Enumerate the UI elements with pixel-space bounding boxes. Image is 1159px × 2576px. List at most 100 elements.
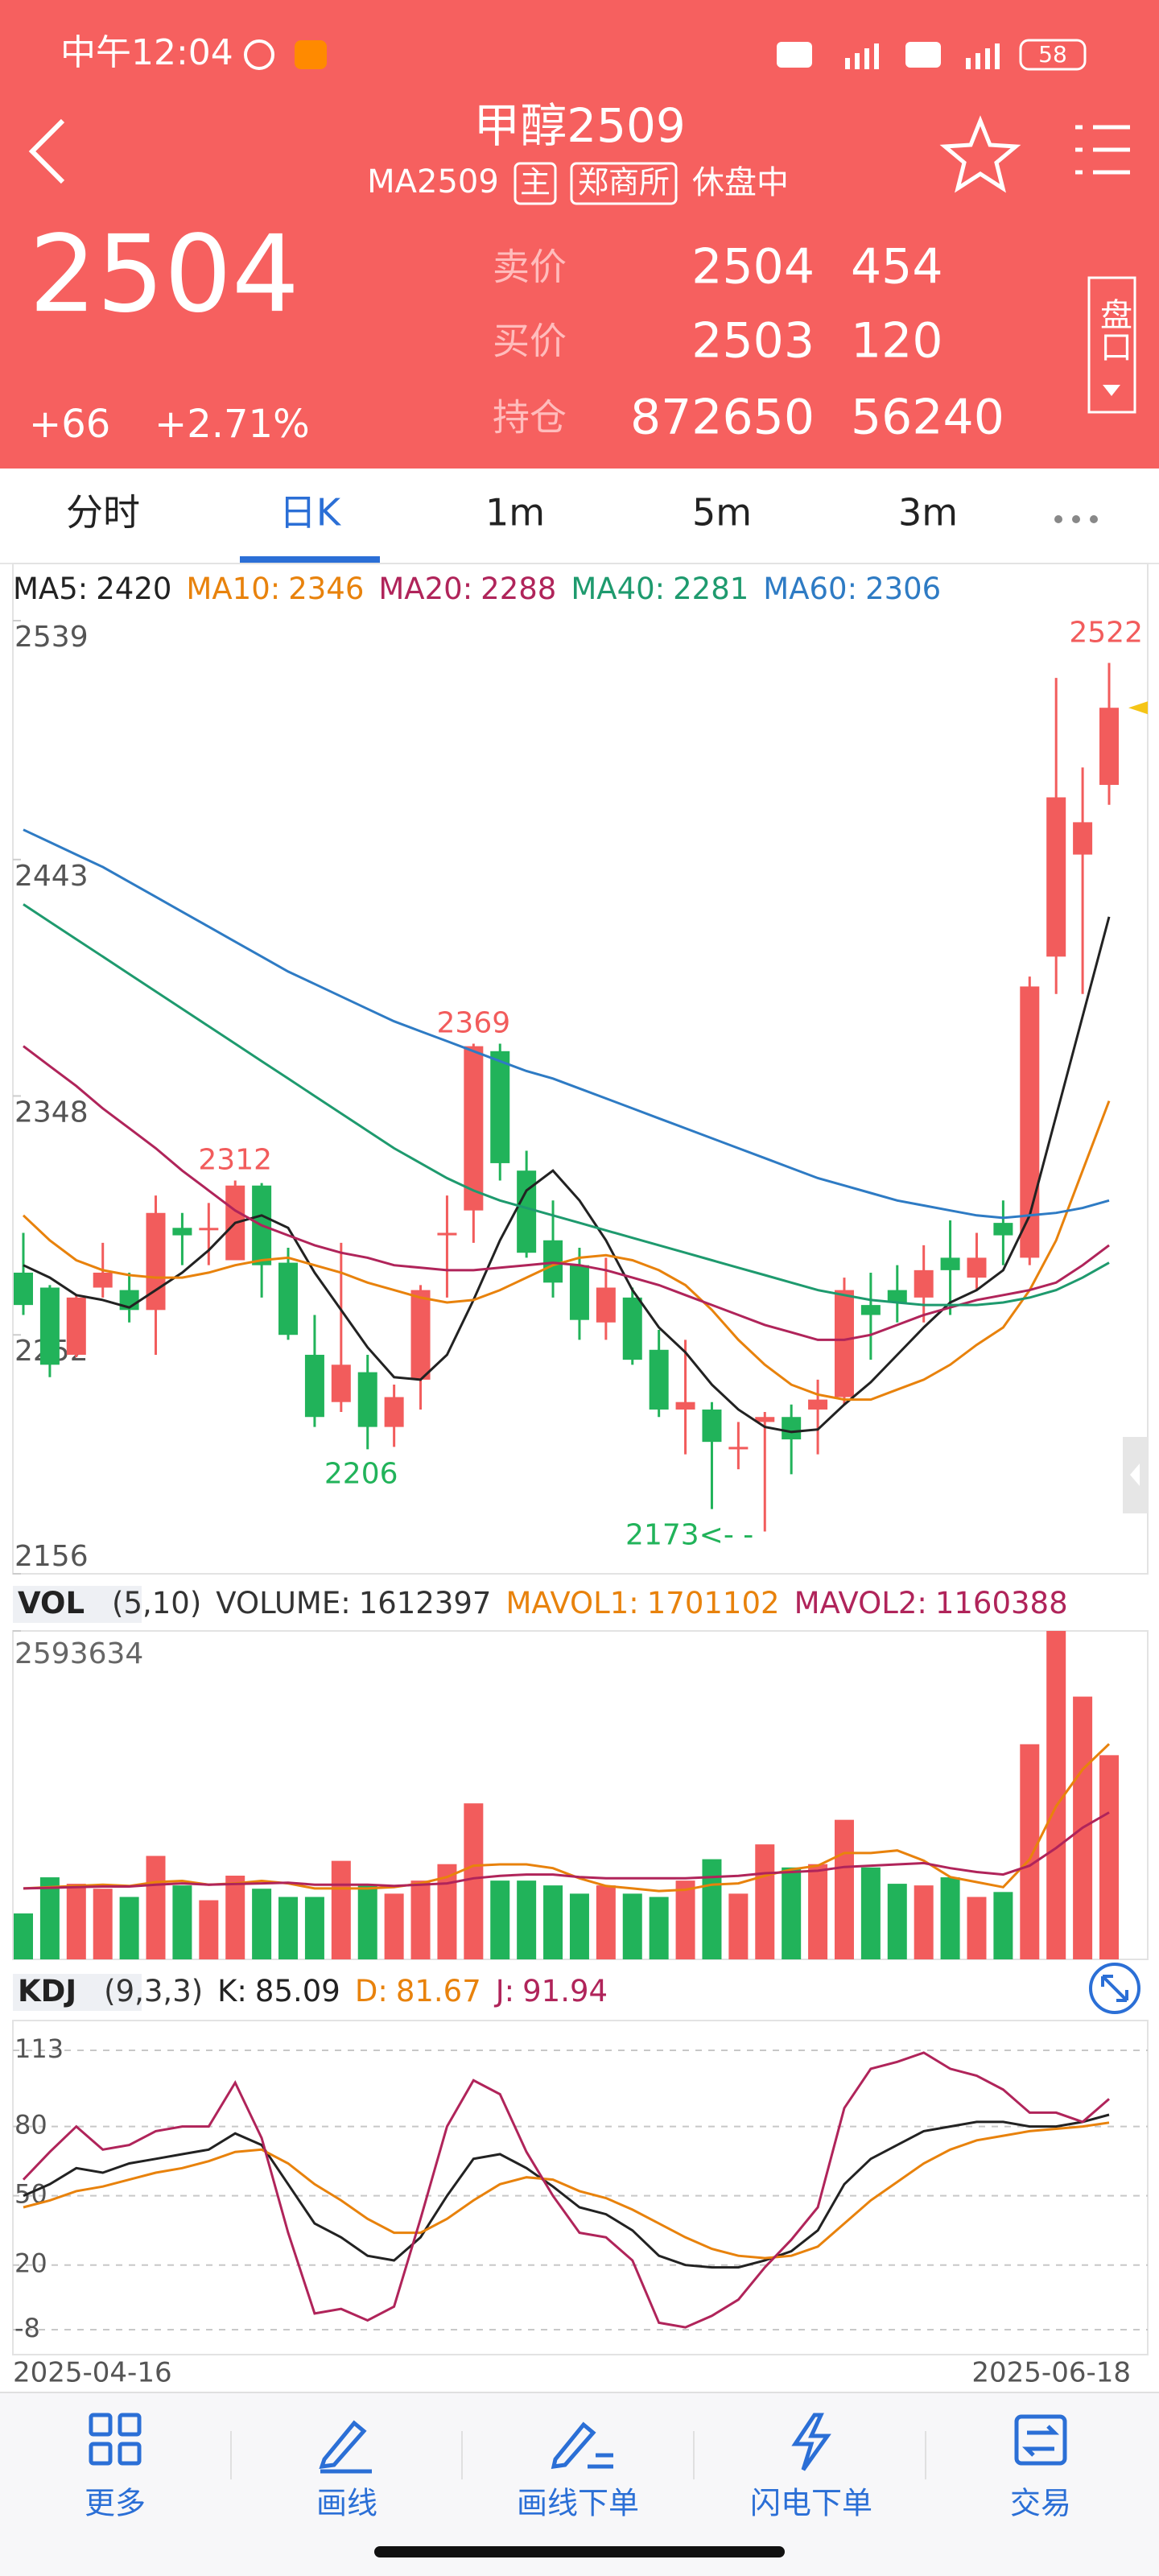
contract-code: MA2509: [367, 163, 499, 200]
volume-bar: [304, 1897, 324, 1959]
indicator-line: [23, 916, 1111, 1434]
nav-label[interactable]: 交易: [1010, 2486, 1071, 2521]
candle-body: [199, 1228, 219, 1231]
price-annotation: 2312: [198, 1144, 272, 1177]
quote-value: 454: [851, 239, 943, 295]
legend-name: MAVOL2:: [794, 1586, 927, 1620]
candle-body: [860, 1305, 881, 1315]
candle-body: [437, 1232, 457, 1236]
quote-value: 872650: [630, 390, 815, 446]
vol-title-bg: [13, 1586, 142, 1623]
y-tick-label: 113: [14, 2033, 64, 2064]
volume-bar: [808, 1864, 828, 1959]
depth-label: 盘口: [1095, 298, 1132, 362]
nav-label[interactable]: 画线: [316, 2486, 377, 2521]
kdj-panel: [12, 2020, 1149, 2355]
indicator-line: [23, 1045, 1110, 1341]
legend-name: J:: [494, 1974, 514, 2008]
last-price-marker: [1128, 701, 1148, 715]
candle-body: [834, 1290, 854, 1397]
volume-bar: [410, 1880, 431, 1959]
legend-value: 81.67: [396, 1974, 481, 2008]
volume-bar: [199, 1900, 219, 1959]
candle-body: [993, 1223, 1013, 1236]
volume-bar: [834, 1819, 854, 1959]
volume-bar: [543, 1885, 563, 1959]
volume-bar: [517, 1880, 537, 1959]
tab[interactable]: 1m: [485, 491, 545, 535]
volume-bar: [649, 1897, 669, 1959]
price-annotation: 2369: [437, 1007, 511, 1040]
quote-label: 卖价: [493, 246, 567, 289]
candle-body: [967, 1257, 987, 1278]
nav-label[interactable]: 更多: [85, 2486, 146, 2521]
candle-body: [331, 1364, 351, 1402]
quote-value: 56240: [851, 390, 1004, 446]
candle-body: [914, 1269, 934, 1298]
price-annotation: 2173<- -: [625, 1518, 753, 1551]
legend-value: 2288: [481, 572, 556, 606]
nav-icons: [89, 2413, 1067, 2474]
candle-body: [1099, 708, 1119, 786]
panel-params: (9,3,3): [104, 1974, 203, 2008]
nav-labels: 更多 画线 画线下单 闪电下单 交易: [85, 2486, 1071, 2521]
signal-bars: [845, 42, 1000, 69]
candle-body: [782, 1417, 802, 1440]
legend-name: MA20:: [378, 572, 472, 606]
volume-bar: [384, 1893, 404, 1959]
candle-body: [728, 1447, 749, 1450]
tab[interactable]: 5m: [692, 491, 752, 535]
legend-value: 2281: [673, 572, 749, 606]
favorite-button[interactable]: [939, 115, 1021, 193]
volume-bar: [437, 1864, 457, 1959]
volume-bar: [490, 1880, 510, 1959]
indicator-line: [23, 828, 1110, 1220]
tab[interactable]: 日K: [279, 491, 342, 535]
volume-bar: [172, 1885, 192, 1959]
price-annotation: 2206: [324, 1457, 398, 1490]
tab-underline: [240, 556, 380, 564]
volume-bar: [728, 1893, 749, 1959]
back-button[interactable]: [28, 118, 65, 184]
legend-value: 91.94: [522, 1974, 608, 2008]
battery: [1019, 39, 1087, 71]
more-tabs[interactable]: [1054, 515, 1098, 523]
candle-body: [39, 1287, 60, 1365]
volume-bar: [993, 1892, 1013, 1959]
candle-body: [490, 1051, 510, 1163]
y-tick-label: 2593634: [14, 1637, 143, 1670]
indicator-line: [23, 2121, 1110, 2260]
expand-button[interactable]: [1089, 1963, 1140, 2014]
volume-bar: [331, 1860, 351, 1959]
x-tick-label: 2025-04-16: [13, 2357, 172, 2389]
main-panel: [12, 563, 1149, 1575]
volume-bar: [252, 1889, 272, 1959]
indicator-line: [23, 903, 1110, 1307]
nav-label[interactable]: 闪电下单: [750, 2486, 872, 2521]
volume-bar: [464, 1803, 484, 1959]
volume-bar: [357, 1885, 377, 1959]
legend-value: 2420: [96, 572, 171, 606]
nav-label[interactable]: 画线下单: [517, 2486, 639, 2521]
candle-body: [1073, 822, 1093, 855]
volume-bar: [967, 1897, 987, 1959]
legend-value: 85.09: [255, 1974, 340, 2008]
legend-value: 1701102: [647, 1586, 780, 1620]
menu-button[interactable]: [1075, 125, 1130, 175]
candle-body: [410, 1290, 431, 1380]
volume-bar: [1020, 1744, 1040, 1959]
tab[interactable]: 3m: [898, 491, 958, 535]
header-bg: [0, 0, 1159, 469]
quote-value: 2504: [691, 239, 815, 295]
depth-arrow: [1103, 385, 1120, 396]
indicator-line: [23, 1811, 1110, 1890]
candle-body: [755, 1417, 775, 1422]
legend-name: MA40:: [571, 572, 665, 606]
handle-arrow: [1130, 1463, 1140, 1486]
home-indicator: [374, 2546, 785, 2557]
depth-button[interactable]: [1087, 276, 1136, 414]
tab[interactable]: 分时: [66, 491, 140, 535]
legend-name: VOLUME:: [216, 1586, 350, 1620]
